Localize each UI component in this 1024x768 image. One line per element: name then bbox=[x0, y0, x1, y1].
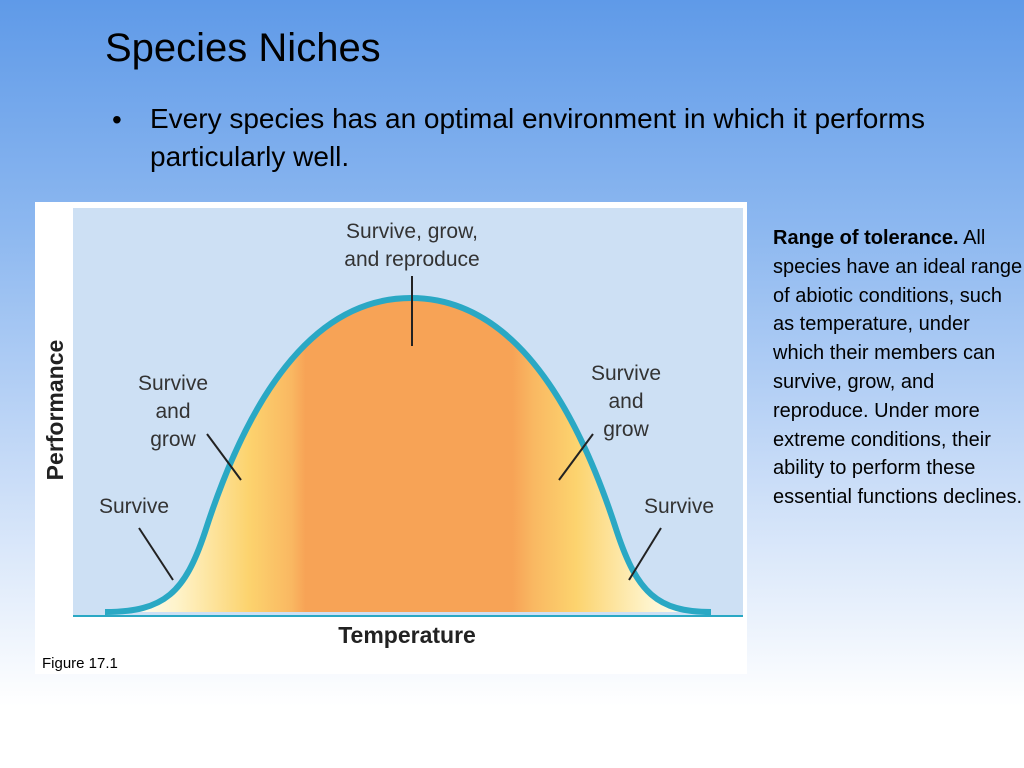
pointer-right-survive bbox=[628, 527, 662, 581]
pointer-right-grow bbox=[558, 433, 594, 481]
label-top-line1: Survive, grow, bbox=[346, 220, 478, 243]
label-right-survive: Survive bbox=[644, 495, 714, 518]
label-top-line2: and reproduce bbox=[344, 248, 479, 271]
tolerance-diagram: Survive, grow, and reproduce Survive and… bbox=[42, 208, 743, 672]
figure-number: Figure 17.1 bbox=[42, 655, 118, 672]
label-right-grow-line2: and bbox=[608, 390, 643, 413]
caption-heading: Range of tolerance. bbox=[773, 227, 959, 249]
label-left-grow-line3: grow bbox=[150, 428, 196, 451]
caption: Range of tolerance. All species have an … bbox=[773, 224, 1023, 512]
label-left-grow-line1: Survive bbox=[138, 372, 208, 395]
pointer-left-survive bbox=[138, 527, 174, 581]
caption-body: All species have an ideal range of abiot… bbox=[773, 227, 1023, 509]
label-left-grow-line2: and bbox=[155, 400, 190, 423]
tolerance-fill bbox=[105, 298, 711, 612]
pointer-left-grow bbox=[206, 433, 242, 481]
label-right-grow-line3: grow bbox=[603, 418, 649, 441]
bullet-marker: • bbox=[112, 104, 122, 135]
slide-title: Species Niches bbox=[105, 26, 381, 70]
label-right-grow-line1: Survive bbox=[591, 362, 661, 385]
bullet-text: Every species has an optimal environment… bbox=[150, 103, 926, 172]
x-axis-label: Temperature bbox=[338, 622, 476, 648]
y-axis-label: Performance bbox=[42, 340, 68, 481]
label-left-survive: Survive bbox=[99, 495, 169, 518]
tolerance-figure: Survive, grow, and reproduce Survive and… bbox=[35, 202, 747, 674]
